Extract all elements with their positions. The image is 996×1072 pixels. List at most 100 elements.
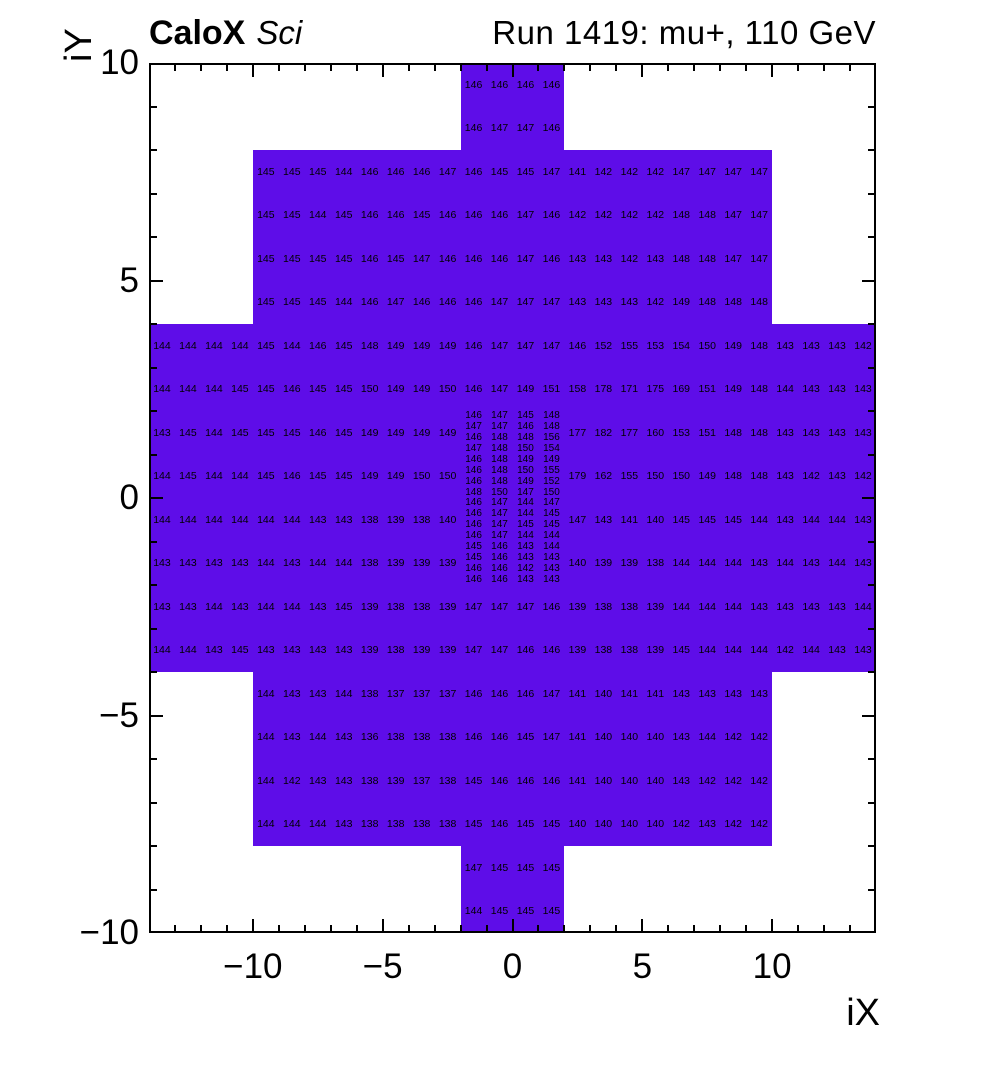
heatmap-cell: 143 [776,426,794,439]
y-axis-tick [149,584,157,586]
x-axis-tick [277,925,280,933]
y-axis-tick [149,714,163,717]
heatmap-cell: 146 [490,687,509,700]
heatmap-cell: 139 [360,644,379,656]
heatmap-cell: 144 [672,557,691,569]
heatmap-cell: 145 [334,426,353,439]
heatmap-cell: 138 [386,818,405,830]
heatmap-cell-fine: 146 [465,562,482,574]
x-axis-tick [381,919,384,933]
heatmap-cell: 147 [516,296,535,308]
heatmap-cell: 139 [360,600,379,613]
heatmap-cell-fine: 150 [517,464,534,476]
x-axis-title: iX [846,992,880,1034]
heatmap-cell: 140 [568,818,587,830]
heatmap-cell-fine: 146 [491,540,508,552]
heatmap-cell: 143 [205,557,223,569]
heatmap-cell: 146 [438,296,457,308]
x-axis-tick [849,925,852,933]
heatmap-cell: 144 [854,600,872,613]
x-axis-tick [251,919,254,933]
x-axis-tick [771,63,774,77]
heatmap-cell: 151 [698,383,716,395]
heatmap-cell: 169 [672,383,691,395]
heatmap-cell: 144 [257,687,275,700]
heatmap-cell: 142 [776,644,794,656]
heatmap-cell: 138 [360,774,379,787]
heatmap-cell: 144 [802,513,820,526]
heatmap-cell: 145 [257,383,275,395]
heatmap-cell: 143 [802,557,820,569]
heatmap-cell: 143 [776,600,794,613]
heatmap-cell: 143 [309,644,327,656]
heatmap-cell-fine: 146 [491,573,508,585]
heatmap-cell: 144 [257,818,275,830]
x-axis-tick [303,925,306,933]
heatmap-cell: 142 [594,209,613,221]
x-axis-tick [589,63,592,71]
y-tick-label: −5 [99,695,139,735]
heatmap-cell: 147 [412,252,431,265]
x-axis-tick [823,925,826,933]
x-axis-tick [563,63,566,71]
heatmap-cell: 146 [516,78,535,91]
heatmap-cell-fine: 147 [491,508,508,520]
y-axis-tick [862,497,876,499]
heatmap-cell: 148 [698,296,716,308]
heatmap-cell: 147 [490,122,509,134]
heatmap-cell-fine: 149 [517,475,534,487]
heatmap-cell: 140 [594,687,613,700]
heatmap-cell: 145 [516,165,535,178]
heatmap-cell: 144 [334,557,353,569]
x-axis-tick [485,63,488,71]
x-axis-tick [459,925,462,933]
heatmap-cell: 144 [334,687,353,700]
heatmap-cell: 144 [283,818,301,830]
heatmap-cell: 145 [231,383,249,395]
heatmap-cell: 144 [205,339,223,352]
heatmap-cell: 138 [438,731,457,743]
x-axis-tick [537,63,540,71]
heatmap-cell: 146 [464,383,483,395]
heatmap-cell: 145 [309,252,327,265]
heatmap-cell: 138 [386,600,405,613]
heatmap-cell: 143 [231,557,249,569]
heatmap-cell: 138 [360,513,379,526]
heatmap-cell: 143 [750,687,768,700]
heatmap-cell: 142 [672,818,691,830]
heatmap-cell-fine: 150 [517,443,534,455]
heatmap-cell: 155 [620,339,639,352]
heatmap-cell-fine: 147 [491,519,508,531]
heatmap-cell: 143 [309,513,327,526]
heatmap-cell: 145 [516,731,535,743]
heatmap-cell: 145 [334,252,353,265]
heatmap-cell: 143 [620,296,639,308]
x-tick-label: −10 [223,947,283,986]
heatmap-cell: 143 [854,557,872,569]
heatmap-cell: 145 [283,426,301,439]
heatmap-cell-fine: 152 [543,475,560,487]
heatmap-cell: 138 [620,600,639,613]
heatmap-cell: 146 [464,78,483,91]
heatmap-cell: 145 [309,296,327,308]
heatmap-cell: 179 [568,470,587,482]
heatmap-cell: 144 [205,383,223,395]
heatmap-cell: 144 [257,557,275,569]
heatmap-cell: 148 [750,426,768,439]
heatmap-cell: 148 [724,296,742,308]
heatmap-cell: 139 [386,513,405,526]
heatmap-cell-fine: 145 [517,410,534,422]
heatmap-cell-fine: 144 [517,530,534,542]
heatmap-cell: 140 [620,731,639,743]
heatmap-cell: 138 [412,818,431,830]
heatmap-cell: 146 [309,339,327,352]
x-axis-tick [355,925,358,933]
heatmap-cell: 178 [594,383,613,395]
heatmap-cell: 138 [412,731,431,743]
heatmap-cell: 148 [698,252,716,265]
heatmap-cell: 144 [153,383,171,395]
heatmap-cell: 138 [438,774,457,787]
heatmap-cell: 145 [334,383,353,395]
heatmap-cell: 155 [620,470,639,482]
